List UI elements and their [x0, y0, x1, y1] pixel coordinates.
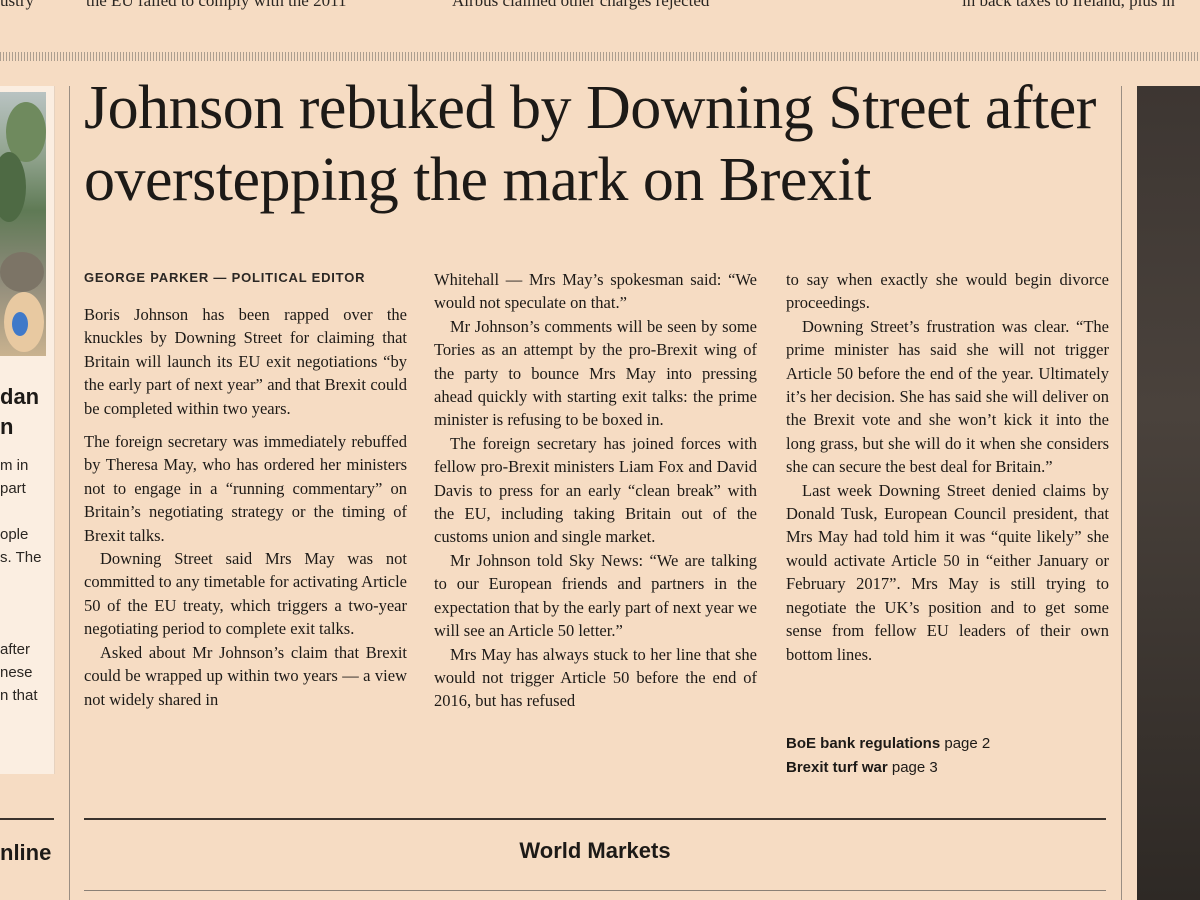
- cross-reference-link[interactable]: Brexit turf war page 3: [786, 759, 938, 776]
- sidebar-text: n that: [0, 687, 38, 704]
- sidebar-text: nese: [0, 664, 33, 681]
- column-rule: [1121, 86, 1122, 900]
- world-markets-rule: [84, 818, 1106, 820]
- article-column-2: Whitehall — Mrs May’s spokesman said: “W…: [434, 268, 757, 713]
- column-rule: [69, 86, 70, 900]
- sidebar-text: ople: [0, 526, 29, 543]
- paragraph: The foreign secretary has joined forces …: [434, 433, 757, 547]
- article-byline: GEORGE PARKER — POLITICAL EDITOR: [84, 270, 366, 285]
- paragraph: Mr Johnson told Sky News: “We are talkin…: [434, 550, 757, 641]
- sidebar-headline: dan: [0, 384, 40, 409]
- sidebar-text: part: [0, 480, 26, 497]
- paragraph: Downing Street said Mrs May was not comm…: [84, 549, 407, 639]
- article-column-3: to say when exactly she would begin divo…: [786, 268, 1109, 666]
- world-markets-title: World Markets: [519, 838, 671, 863]
- paragraph: The foreign secretary was immediately re…: [84, 432, 407, 545]
- cross-reference-link[interactable]: BoE bank regulations page 2: [786, 735, 990, 752]
- sidebar-online-label: nline: [0, 840, 52, 865]
- section-divider: [0, 52, 1200, 61]
- cross-reference-title: BoE bank regulations: [786, 735, 941, 752]
- paragraph: Boris Johnson has been rapped over the k…: [84, 305, 407, 418]
- top-strip-text: Airbus claimed other charges rejected: [452, 0, 710, 10]
- article-column-1: Boris Johnson has been rapped over the k…: [84, 303, 407, 711]
- sidebar-photo: [0, 92, 46, 356]
- sidebar-text: after: [0, 641, 31, 658]
- top-strip: ustry the EU failed to comply with the 2…: [0, 0, 1200, 14]
- sidebar-headline: n: [0, 414, 14, 439]
- top-strip-text: the EU failed to comply with the 2011: [86, 0, 347, 10]
- paragraph: Mrs May has always stuck to her line tha…: [434, 644, 757, 711]
- article-headline: Johnson rebuked by Downing Street after …: [84, 74, 1096, 214]
- sidebar-rule: [0, 818, 54, 820]
- world-markets-subrule: [84, 890, 1106, 891]
- cross-reference-page: page 2: [944, 735, 991, 752]
- sidebar-text: s. The: [0, 549, 42, 566]
- paragraph: Asked about Mr Johnson’s claim that Brex…: [84, 642, 407, 709]
- paragraph: Mr Johnson’s comments will be seen by so…: [434, 316, 757, 430]
- paragraph: Whitehall — Mrs May’s spokesman said: “W…: [434, 270, 757, 313]
- paragraph: Last week Downing Street denied claims b…: [786, 480, 1109, 664]
- paragraph: Downing Street’s frustration was clear. …: [786, 316, 1109, 477]
- cross-reference-title: Brexit turf war: [786, 759, 888, 776]
- right-photo: [1137, 86, 1200, 900]
- top-strip-text: ustry: [0, 0, 34, 10]
- paragraph: to say when exactly she would begin divo…: [786, 270, 1109, 313]
- cross-reference-page: page 3: [891, 759, 938, 776]
- sidebar-text: m in: [0, 457, 29, 474]
- top-strip-text: in back taxes to Ireland, plus in: [962, 0, 1175, 10]
